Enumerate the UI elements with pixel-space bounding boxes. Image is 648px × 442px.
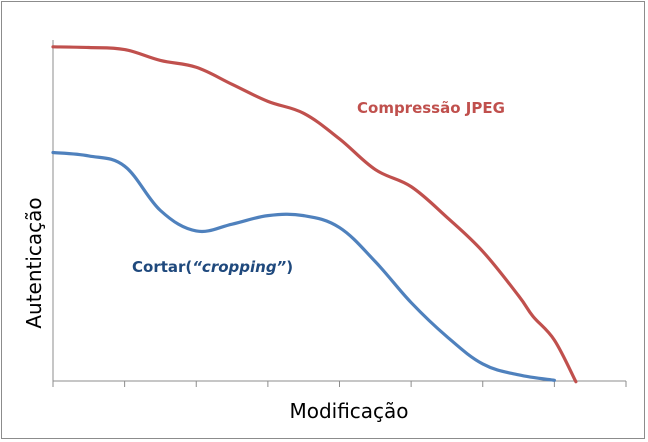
series-label-part-close: ) <box>286 258 293 276</box>
series-label-compressao-jpeg: Compressão JPEG <box>357 99 505 117</box>
x-axis-title: Modificação <box>289 399 408 423</box>
series-label-part-cortar: Cortar( <box>132 258 192 276</box>
series-label-cortar-cropping: Cortar(“cropping”) <box>132 258 293 276</box>
series-label-part-cropping: “cropping” <box>192 258 286 276</box>
axes <box>52 40 627 387</box>
series-line-compressao-jpeg <box>51 45 578 384</box>
series-line-cortar-cropping <box>51 150 556 382</box>
y-axis-title: Autenticação <box>22 197 46 328</box>
series-layer <box>51 45 578 384</box>
